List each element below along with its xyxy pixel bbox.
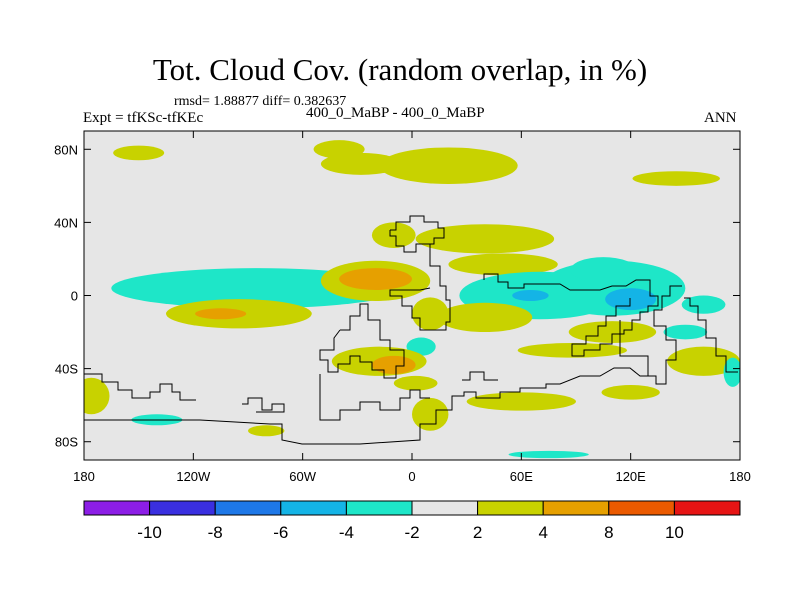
- colorbar-swatch: [214, 500, 282, 516]
- anomaly-region: [667, 346, 740, 376]
- subtitle: 400_0_MaBP - 400_0_MaBP: [306, 105, 485, 121]
- chart-title: Tot. Cloud Cov. (random overlap, in %): [152, 52, 648, 87]
- axis-ticks: 180 120W 60W 0 60E 120E 180 80N 40N 0 40S 80S: [54, 131, 751, 484]
- coastline: [84, 215, 738, 445]
- anomaly-region: [466, 392, 576, 411]
- anomaly-region: [437, 302, 533, 333]
- anomaly-region: [412, 397, 449, 431]
- y-tick-label: 40N: [54, 215, 78, 230]
- y-tick-label: 80N: [54, 142, 78, 157]
- colorbar-label: -10: [137, 523, 162, 542]
- anomaly-region: [412, 297, 449, 331]
- colorbar-label: 10: [665, 523, 684, 542]
- season-label: ANN: [704, 110, 737, 126]
- anomaly-region: [663, 324, 708, 340]
- y-tick-label: 40S: [55, 362, 78, 377]
- anomaly-region: [605, 288, 657, 311]
- x-tick-label: 120E: [615, 469, 646, 484]
- colorbar-swatch: [83, 500, 151, 516]
- colorbar-swatch: [345, 500, 413, 516]
- colorbar-swatch: [149, 500, 216, 516]
- colorbar-label: -4: [339, 523, 354, 542]
- anomaly-region: [339, 268, 412, 291]
- anomaly-region: [570, 257, 637, 283]
- anomaly-region: [601, 385, 660, 400]
- colorbar-swatch: [477, 500, 544, 516]
- anomaly-region: [248, 425, 285, 437]
- anomaly-region: [512, 290, 549, 301]
- anomaly-region: [406, 337, 436, 356]
- colorbar-label: -2: [404, 523, 419, 542]
- colorbar-label: 8: [604, 523, 613, 542]
- colorbar-swatch: [673, 500, 741, 516]
- anomaly-region: [195, 308, 247, 320]
- colorbar-swatch: [411, 500, 479, 516]
- colorbar-label: -6: [273, 523, 288, 542]
- x-tick-label: 180: [729, 469, 751, 484]
- anomaly-region: [371, 222, 416, 248]
- x-tick-label: 180: [73, 469, 95, 484]
- colorbar: -10 -8 -6 -4 -2 2 4 8 10: [83, 500, 741, 542]
- x-tick-label: 60W: [289, 469, 316, 484]
- y-tick-label: 80S: [55, 435, 78, 450]
- colorbar-swatch: [608, 500, 675, 516]
- anomaly-field: [84, 140, 740, 459]
- anomaly-region: [393, 375, 438, 391]
- anomaly-region: [632, 171, 720, 186]
- anomaly-region: [448, 253, 558, 276]
- y-tick-label: 0: [71, 289, 78, 304]
- anomaly-region: [84, 377, 110, 415]
- anomaly-region: [113, 145, 165, 161]
- anomaly-region: [508, 450, 589, 459]
- experiment-label: Expt = tfKSc-tfKEc: [83, 110, 204, 126]
- anomaly-region: [379, 147, 518, 185]
- colorbar-swatch: [280, 500, 347, 516]
- anomaly-region: [371, 355, 416, 375]
- anomaly-region: [681, 295, 726, 314]
- colorbar-swatch: [542, 500, 610, 516]
- rmsd-stats: rmsd= 1.88877 diff= 0.382637: [174, 94, 347, 109]
- colorbar-label: 2: [473, 523, 482, 542]
- colorbar-label: 4: [538, 523, 547, 542]
- colorbar-label: -8: [208, 523, 223, 542]
- x-tick-label: 120W: [176, 469, 211, 484]
- x-tick-label: 0: [408, 469, 415, 484]
- x-tick-label: 60E: [510, 469, 533, 484]
- anomaly-region: [568, 321, 657, 344]
- anomaly-region: [415, 224, 555, 254]
